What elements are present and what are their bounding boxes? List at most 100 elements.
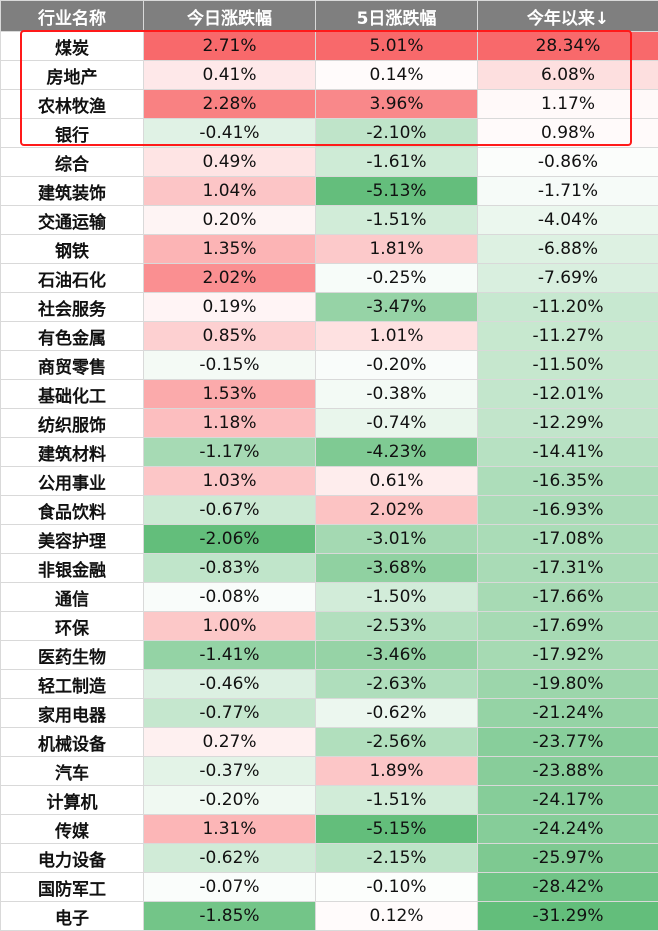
- today-change-cell: 2.71%: [144, 32, 316, 61]
- five-day-change-cell: 1.01%: [316, 322, 478, 351]
- header-ytd-change[interactable]: 今年以来↓: [478, 1, 658, 32]
- five-day-change-cell: -3.47%: [316, 293, 478, 322]
- today-change-cell: -2.06%: [144, 525, 316, 554]
- five-day-change-cell: -0.25%: [316, 264, 478, 293]
- today-change-cell: -0.08%: [144, 583, 316, 612]
- ytd-change-cell: -21.24%: [478, 699, 658, 728]
- ytd-change-cell: -11.50%: [478, 351, 658, 380]
- today-change-cell: 0.49%: [144, 148, 316, 177]
- ytd-change-cell: -23.77%: [478, 728, 658, 757]
- table-row: 计算机-0.20%-1.51%-24.17%: [1, 786, 658, 815]
- ytd-change-cell: -24.24%: [478, 815, 658, 844]
- industry-name-cell: 建筑装饰: [1, 177, 144, 206]
- industry-name-cell: 建筑材料: [1, 438, 144, 467]
- industry-name-cell: 电子: [1, 902, 144, 931]
- ytd-change-cell: -0.86%: [478, 148, 658, 177]
- industry-name-cell: 食品饮料: [1, 496, 144, 525]
- today-change-cell: -0.62%: [144, 844, 316, 873]
- industry-name-cell: 传媒: [1, 815, 144, 844]
- five-day-change-cell: 5.01%: [316, 32, 478, 61]
- industry-name-cell: 公用事业: [1, 467, 144, 496]
- five-day-change-cell: -0.74%: [316, 409, 478, 438]
- industry-name-cell: 石油石化: [1, 264, 144, 293]
- five-day-change-cell: 0.14%: [316, 61, 478, 90]
- table-row: 家用电器-0.77%-0.62%-21.24%: [1, 699, 658, 728]
- today-change-cell: -0.15%: [144, 351, 316, 380]
- today-change-cell: -0.20%: [144, 786, 316, 815]
- ytd-change-cell: -31.29%: [478, 902, 658, 931]
- ytd-change-cell: 28.34%: [478, 32, 658, 61]
- five-day-change-cell: -0.38%: [316, 380, 478, 409]
- industry-name-cell: 计算机: [1, 786, 144, 815]
- ytd-change-cell: -17.66%: [478, 583, 658, 612]
- industry-name-cell: 综合: [1, 148, 144, 177]
- industry-name-cell: 交通运输: [1, 206, 144, 235]
- industry-name-cell: 电力设备: [1, 844, 144, 873]
- five-day-change-cell: -1.51%: [316, 786, 478, 815]
- ytd-change-cell: -11.20%: [478, 293, 658, 322]
- industry-name-cell: 环保: [1, 612, 144, 641]
- ytd-change-cell: -25.97%: [478, 844, 658, 873]
- five-day-change-cell: -1.51%: [316, 206, 478, 235]
- ytd-change-cell: -23.88%: [478, 757, 658, 786]
- today-change-cell: 0.27%: [144, 728, 316, 757]
- ytd-change-cell: -4.04%: [478, 206, 658, 235]
- industry-name-cell: 国防军工: [1, 873, 144, 902]
- industry-name-cell: 煤炭: [1, 32, 144, 61]
- table-row: 美容护理-2.06%-3.01%-17.08%: [1, 525, 658, 554]
- table-row: 汽车-0.37%1.89%-23.88%: [1, 757, 658, 786]
- today-change-cell: -0.41%: [144, 119, 316, 148]
- five-day-change-cell: -2.63%: [316, 670, 478, 699]
- table-row: 通信-0.08%-1.50%-17.66%: [1, 583, 658, 612]
- five-day-change-cell: -2.15%: [316, 844, 478, 873]
- five-day-change-cell: -0.20%: [316, 351, 478, 380]
- industry-name-cell: 有色金属: [1, 322, 144, 351]
- five-day-change-cell: -1.50%: [316, 583, 478, 612]
- table-row: 轻工制造-0.46%-2.63%-19.80%: [1, 670, 658, 699]
- today-change-cell: 1.04%: [144, 177, 316, 206]
- five-day-change-cell: 1.81%: [316, 235, 478, 264]
- ytd-change-cell: -7.69%: [478, 264, 658, 293]
- today-change-cell: 2.02%: [144, 264, 316, 293]
- five-day-change-cell: 3.96%: [316, 90, 478, 119]
- ytd-change-cell: -16.93%: [478, 496, 658, 525]
- ytd-change-cell: -28.42%: [478, 873, 658, 902]
- ytd-change-cell: -17.31%: [478, 554, 658, 583]
- today-change-cell: 1.31%: [144, 815, 316, 844]
- table-row: 电子-1.85%0.12%-31.29%: [1, 902, 658, 931]
- today-change-cell: 0.20%: [144, 206, 316, 235]
- industry-name-cell: 基础化工: [1, 380, 144, 409]
- five-day-change-cell: 0.12%: [316, 902, 478, 931]
- header-row: 行业名称 今日涨跌幅 5日涨跌幅 今年以来↓: [1, 1, 658, 32]
- today-change-cell: -0.83%: [144, 554, 316, 583]
- today-change-cell: -0.46%: [144, 670, 316, 699]
- today-change-cell: 0.85%: [144, 322, 316, 351]
- today-change-cell: 1.00%: [144, 612, 316, 641]
- ytd-change-cell: -17.92%: [478, 641, 658, 670]
- today-change-cell: -0.07%: [144, 873, 316, 902]
- today-change-cell: 0.41%: [144, 61, 316, 90]
- five-day-change-cell: -4.23%: [316, 438, 478, 467]
- today-change-cell: -0.37%: [144, 757, 316, 786]
- industry-name-cell: 轻工制造: [1, 670, 144, 699]
- today-change-cell: -0.67%: [144, 496, 316, 525]
- table-row: 建筑材料-1.17%-4.23%-14.41%: [1, 438, 658, 467]
- today-change-cell: 1.53%: [144, 380, 316, 409]
- industry-name-cell: 汽车: [1, 757, 144, 786]
- industry-name-cell: 通信: [1, 583, 144, 612]
- ytd-change-cell: -24.17%: [478, 786, 658, 815]
- ytd-change-cell: -6.88%: [478, 235, 658, 264]
- table-row: 电力设备-0.62%-2.15%-25.97%: [1, 844, 658, 873]
